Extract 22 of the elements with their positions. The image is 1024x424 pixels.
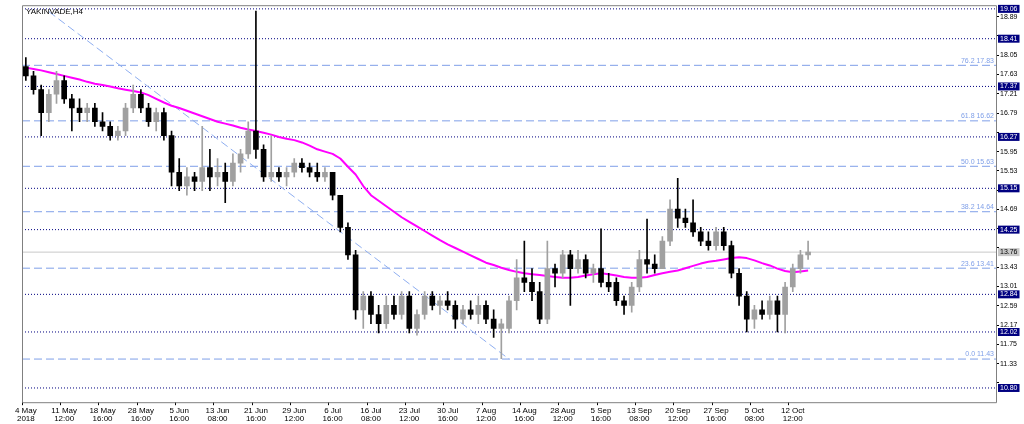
chart-title: YAKINVADE,H4 xyxy=(26,7,84,17)
x-tick-label: 7 Aug 12:00 xyxy=(475,405,497,423)
x-tick-label: 5 Oct 08:00 xyxy=(744,405,765,423)
x-tick-label: 21 Jun 16:00 xyxy=(243,405,268,423)
x-tick-label: 23 Jul 12:00 xyxy=(398,405,421,423)
x-tick-label: 4 May 2018 xyxy=(14,405,37,423)
x-tick-label: 16 Jul 08:00 xyxy=(360,405,382,423)
x-tick-label: 14 Aug 16:00 xyxy=(511,405,537,423)
x-tick-label: 18 May 16:00 xyxy=(89,405,116,423)
x-tick-label: 27 Sep 16:00 xyxy=(703,405,730,423)
x-tick-label: 5 Sep 16:00 xyxy=(590,405,613,423)
x-tick-label: 13 Sep 08:00 xyxy=(626,405,653,423)
x-tick-label: 20 Sep 12:00 xyxy=(665,405,691,423)
x-tick-label: 30 Jul 16:00 xyxy=(436,405,459,423)
x-tick-label: 12 Oct 12:00 xyxy=(780,405,806,423)
x-tick-label: 6 Jul 16:00 xyxy=(322,405,344,423)
x-tick-label: 11 May 12:00 xyxy=(51,405,77,423)
x-tick-label: 5 Jun 16:00 xyxy=(169,405,190,423)
x-tick-label: 13 Jun 08:00 xyxy=(205,405,230,423)
x-tick-label: 28 May 16:00 xyxy=(127,405,154,423)
x-tick-label: 28 Aug 12:00 xyxy=(550,405,576,423)
x-tick-label: 29 Jun 12:00 xyxy=(282,405,307,423)
